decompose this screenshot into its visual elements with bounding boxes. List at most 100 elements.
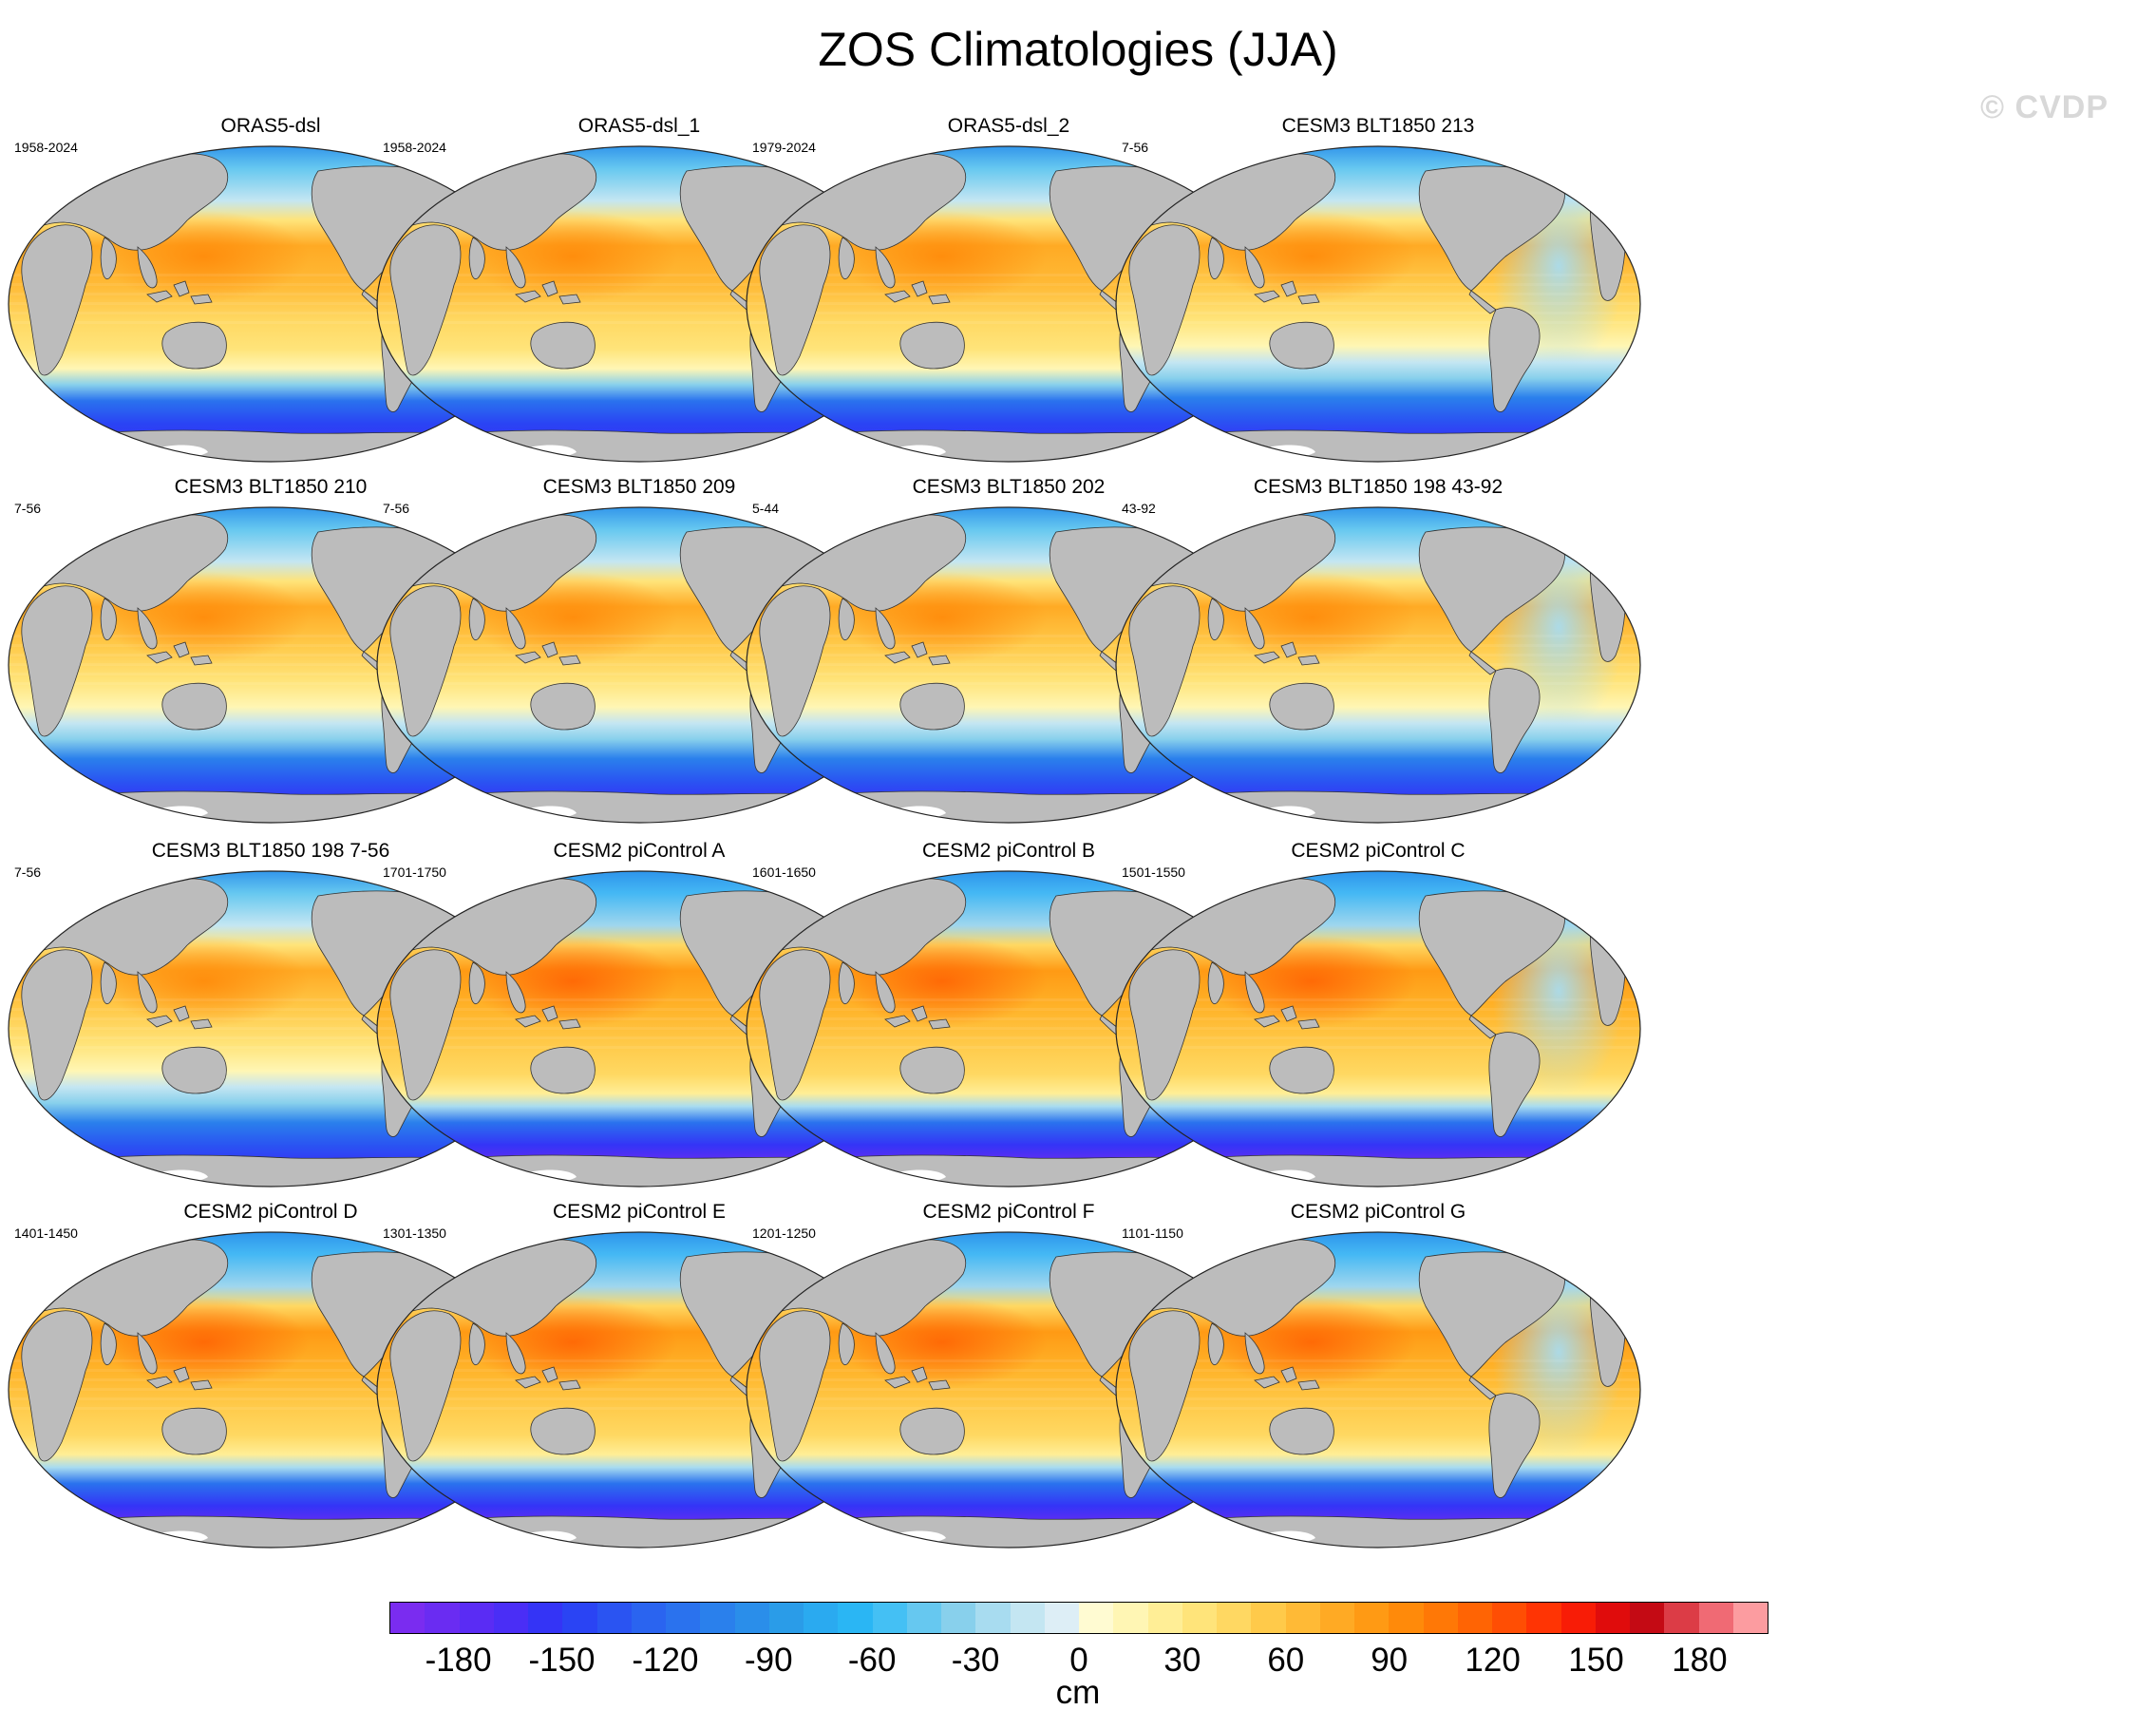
zonal-streak <box>1116 1027 1640 1030</box>
colorbar-box <box>1010 1603 1045 1633</box>
zonal-streak <box>1116 663 1640 666</box>
zonal-streak <box>747 1046 1271 1049</box>
colorbar <box>389 1602 1768 1634</box>
land-mass <box>100 961 117 1005</box>
zonal-streak <box>747 1378 1271 1381</box>
land-mass <box>146 290 173 303</box>
zonal-streak <box>747 654 1271 656</box>
colorbar-tick-label: 0 <box>1069 1642 1088 1679</box>
panel-title: CESM3 BLT1850 202 <box>912 476 1106 498</box>
zonal-streak <box>377 644 901 647</box>
zonal-streak <box>747 644 1271 647</box>
panel-period: 43-92 <box>1122 501 1156 516</box>
colorbar-box <box>1354 1603 1390 1633</box>
zonal-streak <box>747 673 1271 675</box>
zonal-streak <box>377 274 901 276</box>
land-mass <box>21 585 93 737</box>
panel-title: CESM3 BLT1850 198 7-56 <box>151 840 390 862</box>
colorbar-box <box>631 1603 666 1633</box>
colorbar-box <box>1285 1603 1320 1633</box>
zonal-streak <box>9 1407 533 1410</box>
zonal-streak <box>9 293 533 295</box>
land-mass <box>1488 1032 1541 1137</box>
land-mass <box>1254 651 1280 664</box>
zonal-streak <box>9 682 533 685</box>
zonal-streak <box>9 312 533 314</box>
land-mass <box>530 1407 596 1455</box>
panel-period: 1201-1250 <box>752 1226 816 1241</box>
land-mass <box>558 294 581 305</box>
colorbar-tick-label: -60 <box>847 1642 897 1679</box>
colorbar-labels: -180 -150 -120 -90 -60 -30 0 30 60 90 120 150 180 <box>389 1642 1768 1680</box>
zonal-streak <box>747 321 1271 324</box>
land-mass <box>911 641 928 658</box>
zonal-streak <box>9 1046 533 1049</box>
map-panel: ORAS5-dsl 1958-2024 <box>5 114 537 475</box>
zonal-streak <box>1116 654 1640 656</box>
land-mass <box>875 607 896 650</box>
land-mass <box>146 1015 173 1028</box>
zonal-streak <box>9 302 533 305</box>
land-mass <box>161 1407 227 1455</box>
land-mass <box>1128 949 1201 1101</box>
zonal-streak <box>9 1359 533 1362</box>
zonal-streak <box>1116 682 1640 685</box>
map-border <box>1115 145 1641 463</box>
land-mass <box>875 246 896 289</box>
land-mass <box>190 1018 213 1030</box>
land-mass <box>21 949 93 1101</box>
panel-title: ORAS5-dsl_2 <box>947 115 1070 137</box>
land-mass <box>1244 607 1265 650</box>
panel-title: CESM2 piControl D <box>183 1201 358 1223</box>
zonal-streak <box>1116 998 1640 1001</box>
panel-period: 1701-1750 <box>383 864 446 880</box>
panel-period: 1958-2024 <box>14 140 78 155</box>
colorbar-box <box>941 1603 976 1633</box>
land-mass <box>759 1310 831 1462</box>
land-mass <box>515 1015 541 1028</box>
zonal-streak <box>747 293 1271 295</box>
panel-title: CESM3 BLT1850 198 43-92 <box>1253 476 1504 498</box>
zonal-streak <box>1116 1388 1640 1391</box>
map-panel: CESM2 piControl G 1101-1150 <box>1112 1200 1644 1561</box>
colorbar-box <box>528 1603 563 1633</box>
zonal-streak <box>377 1046 901 1049</box>
colorbar-box <box>1595 1603 1630 1633</box>
colorbar-box <box>838 1603 873 1633</box>
colorbar-box <box>1044 1603 1079 1633</box>
panel-title: CESM2 piControl E <box>552 1201 727 1223</box>
panel-title: CESM3 BLT1850 209 <box>542 476 736 498</box>
land-mass <box>875 1332 896 1375</box>
panel-title: CESM3 BLT1850 210 <box>174 476 368 498</box>
colorbar-box <box>872 1603 907 1633</box>
zonal-streak <box>747 1008 1271 1011</box>
land-mass <box>911 1005 928 1022</box>
land-mass <box>928 1379 951 1391</box>
map-panel: CESM2 piControl C 1501-1550 <box>1112 839 1644 1200</box>
zonal-streak <box>747 283 1271 286</box>
map-border <box>1115 506 1641 824</box>
land-mass <box>1297 294 1320 305</box>
colorbar-box <box>1732 1603 1768 1633</box>
zonal-streak <box>9 1388 533 1391</box>
land-mass <box>759 224 831 376</box>
zonal-streak <box>1116 1369 1640 1372</box>
zonal-streak <box>377 293 901 295</box>
land-mass <box>146 1376 173 1389</box>
zonal-streak <box>1116 1407 1640 1410</box>
colorbar-box <box>906 1603 941 1633</box>
zonal-streak <box>747 1369 1271 1372</box>
colorbar-box <box>562 1603 597 1633</box>
colorbar-box <box>1113 1603 1148 1633</box>
zonal-streak <box>1116 302 1640 305</box>
zonal-streak <box>1116 283 1640 286</box>
zonal-streak <box>377 998 901 1001</box>
colorbar-tick-label: 150 <box>1568 1642 1624 1679</box>
zonal-streak <box>9 274 533 276</box>
zonal-streak <box>1116 1378 1640 1381</box>
zonal-streak <box>9 1369 533 1372</box>
land-mass <box>541 641 558 658</box>
colorbar-tick-label: -90 <box>745 1642 793 1679</box>
zonal-streak <box>377 663 901 666</box>
land-mass <box>100 598 117 641</box>
